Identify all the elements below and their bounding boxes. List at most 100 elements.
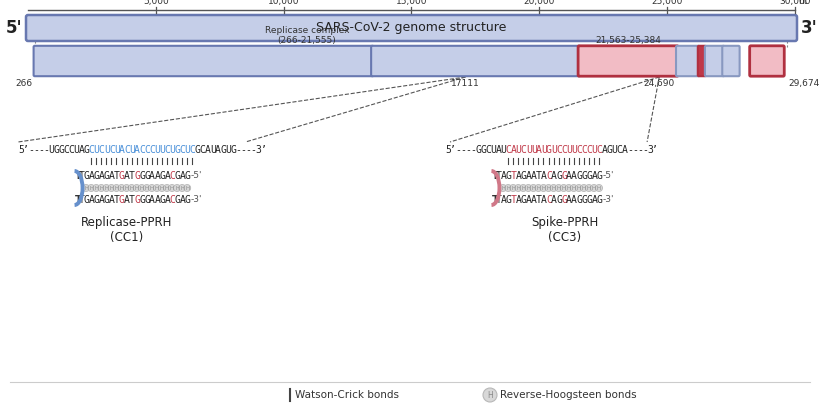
Text: U: U bbox=[500, 145, 506, 155]
Text: A: A bbox=[165, 171, 170, 181]
Text: G: G bbox=[58, 145, 64, 155]
Text: G: G bbox=[84, 145, 89, 155]
Text: H: H bbox=[486, 391, 492, 400]
Text: 15,000: 15,000 bbox=[396, 0, 427, 6]
Text: A: A bbox=[550, 171, 556, 181]
Text: T: T bbox=[129, 171, 135, 181]
Text: H: H bbox=[180, 186, 184, 190]
Text: C: C bbox=[170, 171, 175, 181]
Text: H: H bbox=[104, 186, 108, 190]
Text: C: C bbox=[98, 145, 105, 155]
Circle shape bbox=[183, 185, 191, 191]
Text: -: - bbox=[455, 145, 460, 155]
Text: C: C bbox=[179, 145, 185, 155]
Text: ’: ’ bbox=[651, 145, 657, 155]
Text: T: T bbox=[75, 195, 82, 205]
FancyBboxPatch shape bbox=[704, 46, 723, 76]
Text: H: H bbox=[551, 186, 555, 190]
Text: A: A bbox=[119, 145, 124, 155]
Text: H: H bbox=[576, 186, 580, 190]
Text: A: A bbox=[525, 195, 531, 205]
Text: -: - bbox=[641, 145, 647, 155]
Text: G: G bbox=[134, 171, 140, 181]
Text: 24,690: 24,690 bbox=[643, 79, 674, 88]
Text: A: A bbox=[530, 195, 536, 205]
Circle shape bbox=[179, 185, 185, 191]
Text: A: A bbox=[590, 195, 596, 205]
Text: A: A bbox=[154, 195, 160, 205]
Text: U: U bbox=[611, 145, 617, 155]
Text: U: U bbox=[159, 145, 165, 155]
Text: C: C bbox=[88, 145, 94, 155]
Text: T: T bbox=[114, 195, 120, 205]
Text: H: H bbox=[545, 186, 550, 190]
FancyBboxPatch shape bbox=[34, 46, 373, 76]
Text: C: C bbox=[165, 145, 170, 155]
Text: H: H bbox=[165, 186, 169, 190]
Text: G: G bbox=[595, 171, 602, 181]
Circle shape bbox=[559, 185, 567, 191]
Text: G: G bbox=[134, 195, 140, 205]
Text: U: U bbox=[129, 145, 135, 155]
Text: C: C bbox=[149, 145, 155, 155]
Text: -: - bbox=[33, 145, 39, 155]
Text: 3a/3b: 3a/3b bbox=[670, 54, 704, 68]
Text: T: T bbox=[536, 195, 541, 205]
Text: H: H bbox=[566, 186, 570, 190]
Text: C: C bbox=[545, 171, 551, 181]
Text: C: C bbox=[124, 145, 129, 155]
Circle shape bbox=[534, 185, 541, 191]
Text: G: G bbox=[595, 195, 602, 205]
Circle shape bbox=[499, 185, 506, 191]
Circle shape bbox=[554, 185, 562, 191]
Circle shape bbox=[88, 185, 95, 191]
Text: nt: nt bbox=[797, 0, 807, 6]
Text: G: G bbox=[576, 195, 581, 205]
Text: T: T bbox=[129, 195, 135, 205]
Text: H: H bbox=[170, 186, 174, 190]
Text: G: G bbox=[586, 195, 591, 205]
Text: U: U bbox=[114, 145, 120, 155]
Text: 10,000: 10,000 bbox=[268, 0, 299, 6]
Text: 17111: 17111 bbox=[450, 79, 479, 88]
Circle shape bbox=[102, 185, 110, 191]
Text: U: U bbox=[74, 145, 79, 155]
Text: G: G bbox=[159, 195, 165, 205]
Text: -: - bbox=[459, 145, 465, 155]
Circle shape bbox=[133, 185, 140, 191]
Circle shape bbox=[550, 185, 556, 191]
Text: A: A bbox=[541, 171, 546, 181]
Text: -3': -3' bbox=[602, 195, 613, 205]
Text: G: G bbox=[581, 195, 586, 205]
Text: A: A bbox=[165, 195, 170, 205]
Circle shape bbox=[590, 185, 597, 191]
Text: E: E bbox=[697, 54, 704, 68]
Circle shape bbox=[569, 185, 577, 191]
Text: G: G bbox=[139, 195, 145, 205]
Text: C: C bbox=[200, 145, 206, 155]
Text: 3: 3 bbox=[646, 145, 652, 155]
Text: H: H bbox=[174, 186, 179, 190]
Text: SARS-CoV-2 genome structure: SARS-CoV-2 genome structure bbox=[316, 22, 506, 34]
Text: H: H bbox=[586, 186, 590, 190]
FancyBboxPatch shape bbox=[722, 46, 739, 76]
Text: -: - bbox=[240, 145, 246, 155]
Text: C: C bbox=[545, 195, 551, 205]
Text: 30,000: 30,000 bbox=[778, 0, 810, 6]
Text: H: H bbox=[571, 186, 575, 190]
Text: -: - bbox=[28, 145, 34, 155]
Text: ORF 1a: ORF 1a bbox=[182, 54, 224, 68]
Text: Spike-PPRH
(CC3): Spike-PPRH (CC3) bbox=[531, 216, 598, 244]
Text: A: A bbox=[500, 171, 506, 181]
Text: N: N bbox=[762, 54, 771, 68]
Circle shape bbox=[585, 185, 591, 191]
Text: H: H bbox=[120, 186, 124, 190]
Circle shape bbox=[97, 185, 105, 191]
Text: C: C bbox=[555, 145, 561, 155]
Text: G: G bbox=[581, 171, 586, 181]
Text: A: A bbox=[88, 195, 94, 205]
Text: -: - bbox=[464, 145, 470, 155]
Text: U: U bbox=[490, 145, 495, 155]
Text: G: G bbox=[555, 195, 561, 205]
Text: U: U bbox=[525, 145, 531, 155]
